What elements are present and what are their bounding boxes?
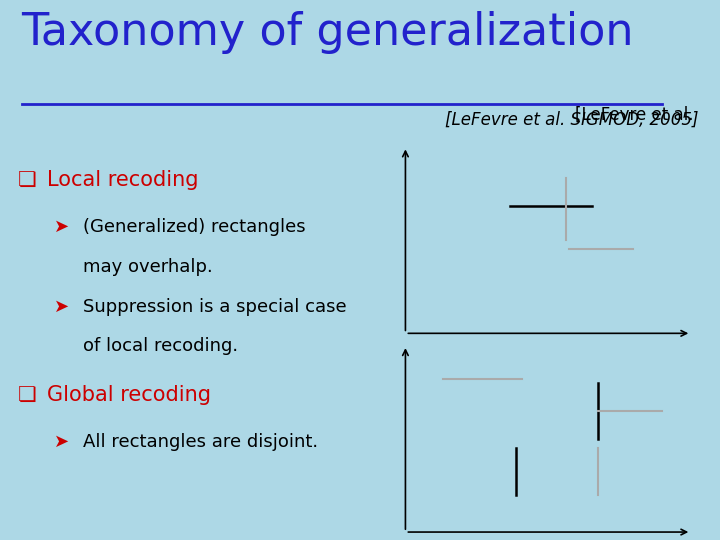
Text: ➤: ➤ <box>54 298 69 315</box>
Text: Suppression is a special case: Suppression is a special case <box>83 298 346 315</box>
Text: [LeFevre et al.: [LeFevre et al. <box>571 106 698 124</box>
Text: may overhalp.: may overhalp. <box>83 258 212 276</box>
Text: ➤: ➤ <box>54 433 69 451</box>
Text: (Generalized) rectangles: (Generalized) rectangles <box>83 218 305 236</box>
Text: All rectangles are disjoint.: All rectangles are disjoint. <box>83 433 318 451</box>
Text: of local recoding.: of local recoding. <box>83 338 238 355</box>
Text: Global recoding: Global recoding <box>47 385 211 405</box>
Text: ❏: ❏ <box>18 385 37 405</box>
Text: [LeFevre et al.: [LeFevre et al. <box>575 106 698 124</box>
Text: Local recoding: Local recoding <box>47 171 198 191</box>
Text: Taxonomy of generalization: Taxonomy of generalization <box>22 11 634 54</box>
Text: [LeFevre et al. SIGMOD, 2005]: [LeFevre et al. SIGMOD, 2005] <box>445 110 698 129</box>
Text: ❏: ❏ <box>18 171 37 191</box>
Text: ➤: ➤ <box>54 218 69 236</box>
